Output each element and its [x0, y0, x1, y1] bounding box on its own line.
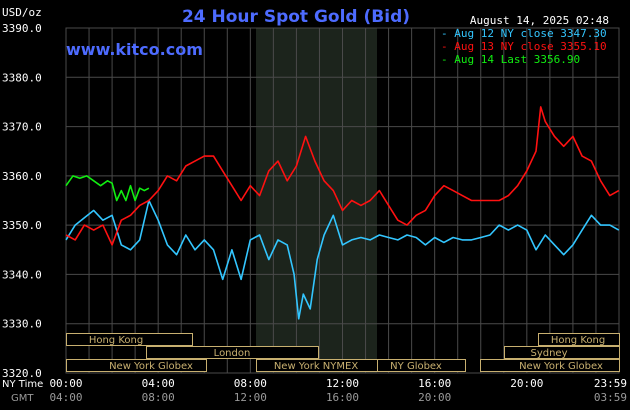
session-bar — [66, 359, 207, 372]
session-label: London — [214, 348, 251, 359]
unit-label: USD/oz — [2, 6, 42, 19]
session-bar — [480, 359, 620, 372]
session-bar — [66, 333, 193, 346]
ny-time-label: NY Time — [2, 379, 43, 390]
x-tick-gmt: 16:00 — [326, 391, 359, 404]
nymex-session-shade — [256, 28, 377, 373]
series-layer — [65, 106, 620, 320]
session-label: New York Globex — [519, 361, 603, 372]
x-axis-ny-ticks: 00:00 04:00 08:00 12:00 16:00 20:00 23:59 — [49, 377, 627, 390]
series-line-2 — [65, 106, 620, 246]
session-bar — [538, 333, 620, 346]
gmt-label: GMT — [11, 393, 34, 404]
y-tick-label: 3370.0 — [2, 121, 42, 134]
y-tick-label: 3340.0 — [2, 268, 42, 281]
x-tick-gmt: 08:00 — [142, 391, 175, 404]
session-bars: Hong Kong London New York Globex New York N… — [66, 333, 620, 372]
session-label: NY Globex — [390, 361, 442, 372]
x-tick-gmt: 12:00 — [234, 391, 267, 404]
legend-entry: - Aug 13 NY close 3355.10 — [441, 40, 607, 53]
x-tick-ny: 20:00 — [510, 377, 543, 390]
timestamp: August 14, 2025 02:48 — [470, 14, 609, 27]
y-tick-label: 3320.0 — [2, 367, 42, 380]
session-label: Sydney — [530, 348, 567, 359]
session-label: New York NYMEX — [274, 361, 359, 372]
session-bar — [377, 359, 466, 372]
x-tick-gmt: 20:00 — [418, 391, 451, 404]
session-label: Hong Kong — [551, 335, 605, 346]
x-tick-ny: 23:59 — [594, 377, 627, 390]
x-tick-ny: 00:00 — [49, 377, 82, 390]
x-tick-ny: 16:00 — [418, 377, 451, 390]
session-label: Hong Kong — [89, 335, 143, 346]
y-axis-ticks: 3390.0 3380.0 3370.0 3360.0 3350.0 3340.0 3330… — [2, 22, 42, 380]
x-tick-ny: 08:00 — [234, 377, 267, 390]
y-tick-label: 3350.0 — [2, 219, 42, 232]
series-line-1 — [65, 199, 620, 320]
legend-entry: - Aug 12 NY close 3347.30 — [441, 27, 607, 40]
y-tick-label: 3360.0 — [2, 170, 42, 183]
site-watermark: www.kitco.com — [66, 40, 203, 59]
legend-entry: - Aug 14 Last 3356.90 — [441, 53, 580, 66]
y-tick-label: 3330.0 — [2, 318, 42, 331]
plot-frame — [65, 27, 620, 374]
series-line-3 — [65, 175, 150, 202]
chart-title: 24 Hour Spot Gold (Bid) — [182, 7, 410, 27]
y-tick-label: 3380.0 — [2, 71, 42, 84]
session-bar — [504, 346, 620, 359]
x-tick-ny: 04:00 — [142, 377, 175, 390]
x-tick-gmt: 04:00 — [49, 391, 82, 404]
legend: - Aug 12 NY close 3347.30- Aug 13 NY clo… — [441, 27, 607, 66]
x-axis-gmt-ticks: 04:00 08:00 12:00 16:00 20:00 03:59 — [49, 391, 627, 404]
x-tick-ny: 12:00 — [326, 377, 359, 390]
x-tick-gmt: 03:59 — [594, 391, 627, 404]
session-label: New York Globex — [109, 361, 193, 372]
y-tick-label: 3390.0 — [2, 22, 42, 35]
session-bar — [146, 346, 319, 359]
